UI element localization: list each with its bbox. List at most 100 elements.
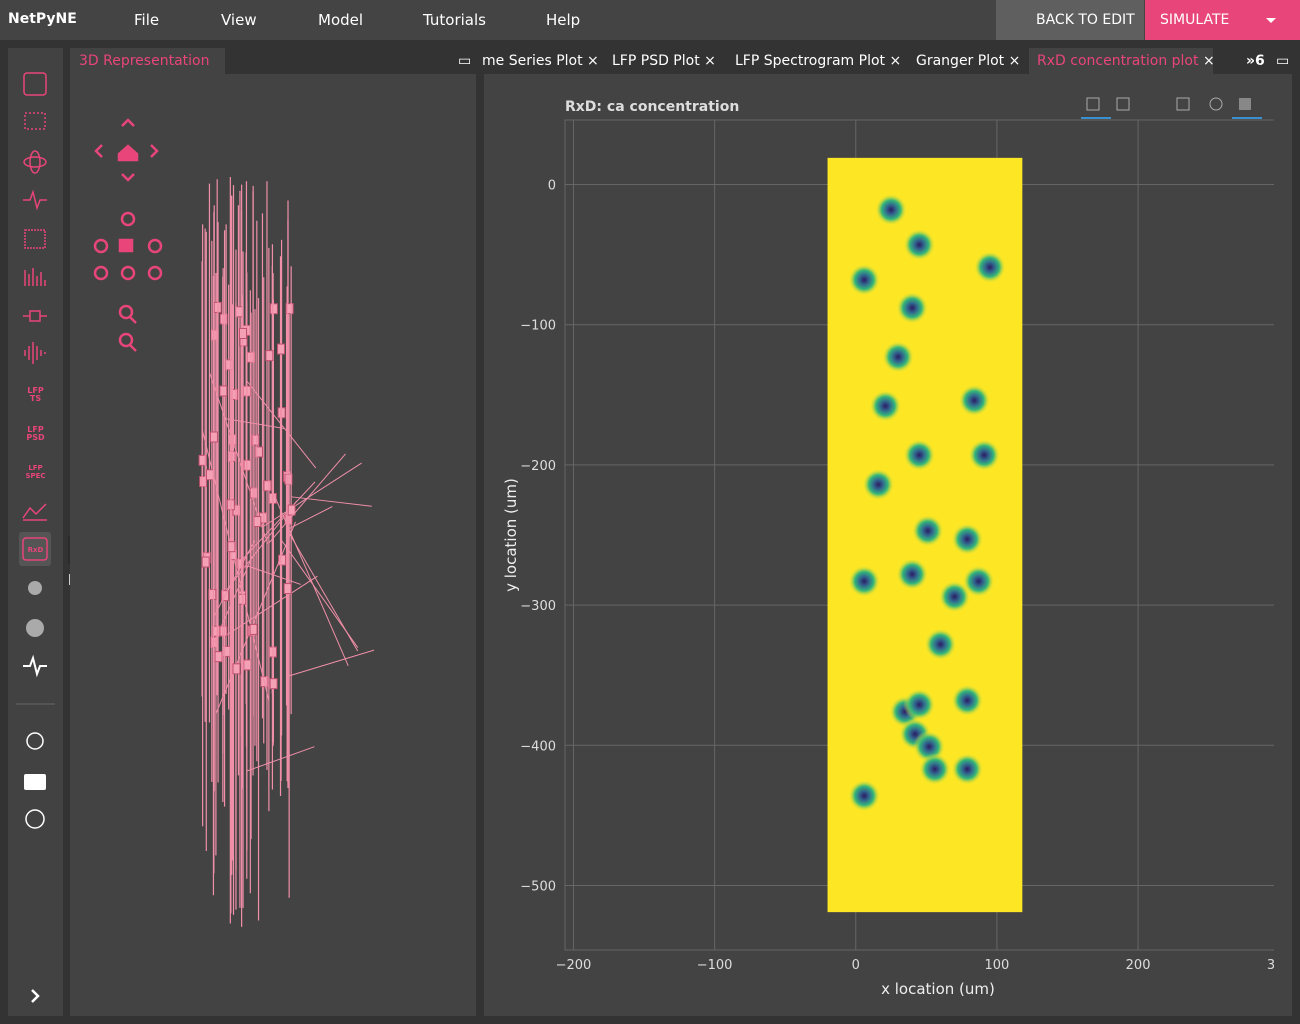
tab[interactable]: LFP PSD Plot × bbox=[612, 53, 716, 69]
label-top: LFP bbox=[28, 464, 43, 472]
soma bbox=[263, 480, 272, 492]
concentration-spot bbox=[848, 565, 881, 598]
neurite bbox=[241, 481, 316, 561]
x-tick-label: 0 bbox=[852, 958, 860, 973]
label-bottom: SPEC bbox=[25, 472, 46, 480]
brand: NetPyNE bbox=[8, 11, 77, 27]
tab[interactable]: RxD concentration plot × bbox=[1029, 48, 1215, 74]
concentration-spot bbox=[862, 468, 895, 501]
x-tick-label: −200 bbox=[556, 958, 592, 973]
menu-item[interactable]: View bbox=[221, 11, 257, 29]
tab-label: LFP Spectrogram Plot bbox=[735, 53, 886, 69]
soma bbox=[243, 459, 252, 471]
back-button[interactable]: BACK TO EDIT bbox=[996, 0, 1144, 40]
label-top: LFP bbox=[27, 425, 44, 434]
plot-frame bbox=[564, 119, 1274, 951]
chart: RxD: ca concentration x location (um) y … bbox=[502, 97, 1274, 998]
soma bbox=[277, 343, 286, 355]
soma bbox=[238, 327, 247, 339]
concentration-spot bbox=[962, 565, 995, 598]
concentration-spot bbox=[951, 523, 984, 556]
neurite bbox=[287, 530, 359, 652]
soma bbox=[219, 313, 228, 325]
concentration-spot bbox=[918, 753, 951, 786]
soma bbox=[287, 504, 296, 516]
modebar[interactable] bbox=[1081, 97, 1262, 119]
concentration-spot bbox=[875, 193, 908, 226]
3d-view bbox=[93, 118, 375, 927]
soma bbox=[227, 541, 236, 553]
soma bbox=[201, 556, 210, 568]
concentration-spot bbox=[968, 439, 1001, 472]
concentration-spot bbox=[903, 228, 936, 261]
concentration-spot bbox=[973, 251, 1006, 284]
sidebar-label[interactable]: LFP SPEC bbox=[8, 464, 63, 480]
neurite bbox=[272, 492, 349, 666]
y-tick-label: −300 bbox=[520, 599, 556, 614]
x-tick-label: 200 bbox=[1126, 958, 1151, 973]
concentration-spot bbox=[869, 390, 902, 423]
soma bbox=[249, 487, 258, 499]
soma bbox=[199, 476, 208, 488]
neurite bbox=[213, 539, 256, 618]
soma bbox=[253, 516, 262, 528]
tab[interactable]: LFP Spectrogram Plot × bbox=[735, 53, 902, 69]
concentration-spot bbox=[848, 263, 881, 296]
soma bbox=[265, 350, 274, 362]
soma bbox=[208, 589, 217, 601]
tab[interactable]: me Series Plot × bbox=[482, 53, 599, 69]
maximize[interactable]: ▭ bbox=[1276, 53, 1290, 69]
dropdown-arrow[interactable] bbox=[1264, 14, 1278, 26]
label-bottom: TS bbox=[29, 394, 42, 403]
concentration-spot bbox=[938, 580, 971, 613]
x-tick-label: −100 bbox=[697, 958, 733, 973]
simulate-button[interactable]: SIMULATE bbox=[1145, 0, 1300, 40]
soma bbox=[219, 385, 228, 397]
soma bbox=[243, 659, 252, 671]
y-tick-label: −200 bbox=[520, 459, 556, 474]
soma bbox=[284, 473, 293, 485]
neurite bbox=[268, 453, 346, 544]
tab-label: me Series Plot bbox=[482, 53, 583, 69]
soma bbox=[209, 431, 218, 443]
soma bbox=[251, 434, 260, 446]
soma bbox=[269, 303, 278, 315]
neurite bbox=[291, 496, 372, 507]
tab[interactable]: 3D Representation × bbox=[70, 48, 225, 95]
menu-item[interactable]: Model bbox=[318, 11, 364, 29]
soma bbox=[198, 454, 207, 466]
menu-item[interactable]: File bbox=[134, 11, 160, 29]
soma bbox=[205, 469, 214, 481]
neurite bbox=[222, 575, 318, 638]
y-tick-label: −100 bbox=[520, 319, 556, 334]
concentration-spot bbox=[951, 753, 984, 786]
concentration-spot bbox=[903, 439, 936, 472]
soma bbox=[285, 303, 294, 315]
menu-item[interactable]: Help bbox=[546, 11, 581, 29]
sidebar-icons bbox=[16, 72, 55, 1003]
right-panel: RxD: ca concentration x location (um) y … bbox=[484, 74, 1292, 1016]
x-axis-label: x location (um) bbox=[881, 980, 995, 998]
rxd-icon[interactable]: RxD bbox=[27, 546, 44, 554]
maximize[interactable]: ▭ bbox=[458, 53, 472, 69]
sidebar-label[interactable]: LFP PSD bbox=[8, 426, 63, 442]
concentration-spot bbox=[911, 514, 944, 547]
tab-overflow[interactable]: »6 bbox=[1246, 53, 1265, 69]
sidebar-label[interactable]: LFP TS bbox=[8, 387, 63, 403]
neurite bbox=[289, 649, 375, 677]
left-panel bbox=[70, 74, 476, 1016]
concentration-spot bbox=[924, 628, 957, 661]
concentration-spot bbox=[848, 779, 881, 812]
soma bbox=[269, 678, 278, 690]
label-top: LFP bbox=[27, 386, 44, 395]
camera-controls[interactable] bbox=[93, 118, 163, 352]
neurite bbox=[286, 506, 333, 530]
sidebar: LFP TS LFP PSD LFP SPEC RxD bbox=[8, 48, 63, 1016]
tab-label: Granger Plot bbox=[916, 53, 1005, 69]
tab[interactable]: Granger Plot × bbox=[916, 53, 1021, 69]
concentration-spot bbox=[958, 384, 991, 417]
menu-item[interactable]: Tutorials bbox=[423, 11, 486, 29]
chart-title: RxD: ca concentration bbox=[565, 99, 739, 115]
soma bbox=[214, 651, 223, 663]
